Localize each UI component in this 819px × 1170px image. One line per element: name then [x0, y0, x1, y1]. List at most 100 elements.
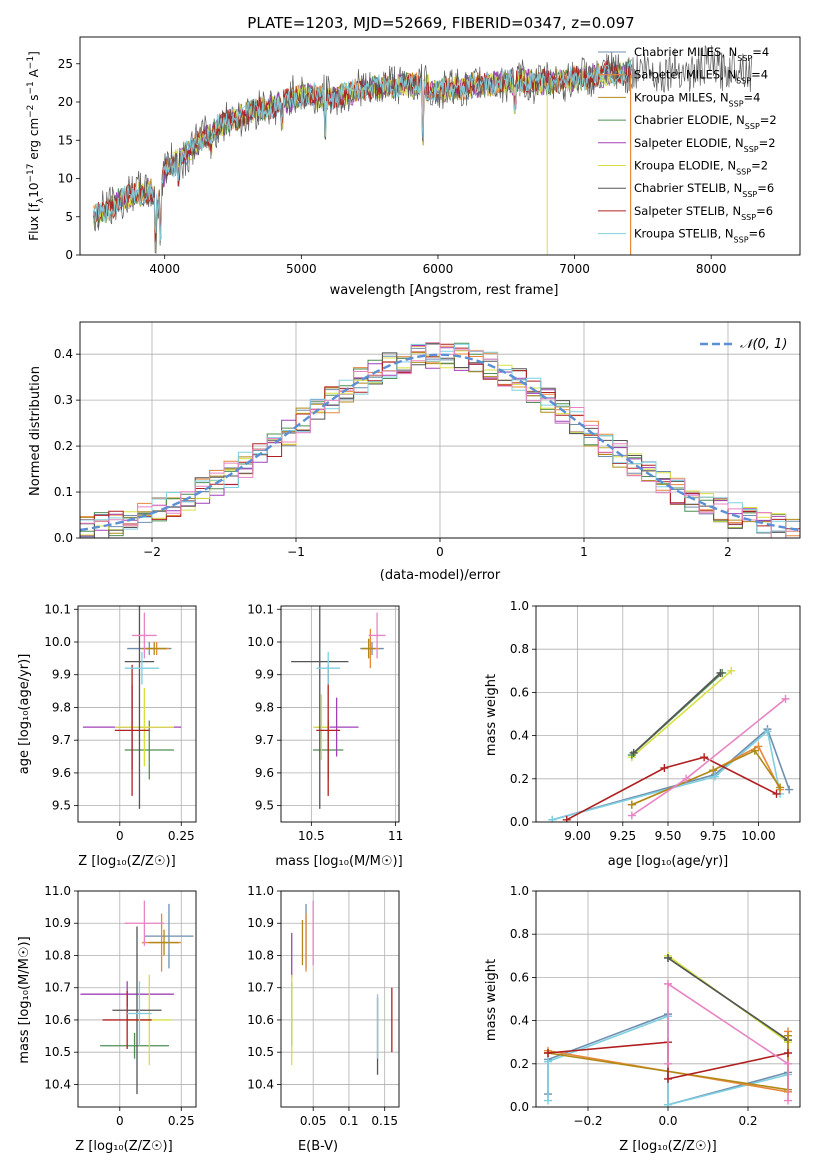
y-tick-label: 1.0: [510, 884, 529, 898]
x-tick-label: 9.75: [700, 829, 727, 843]
ageZ-xlabel: Z [log₁₀(Z/Z☉)]: [78, 854, 175, 869]
series-marker: [784, 1049, 792, 1057]
x-tick-label: 0.15: [371, 1114, 398, 1128]
series-marker: [700, 753, 709, 762]
y-tick-label: 9.8: [52, 700, 71, 714]
y-tick-label: 9.6: [52, 766, 71, 780]
axes-frame: [280, 605, 400, 823]
y-tick-label: 10.1: [247, 602, 274, 616]
y-tick-label: 10.0: [44, 635, 71, 649]
x-tick-label: 0.25: [168, 829, 195, 843]
legend-label: Salpeter MILES, NSSP=4: [634, 68, 768, 86]
plot-area: [80, 342, 800, 538]
spectrum-xlabel: wavelength [Angstrom, rest frame]: [330, 283, 559, 298]
y-tick-label: 15: [58, 133, 73, 147]
massEbv-xlabel: E(B-V): [298, 1139, 338, 1154]
series-marker: [727, 666, 736, 675]
x-tick-label: 0: [116, 829, 124, 843]
x-tick-label: 2: [724, 545, 732, 559]
x-tick-label: −1: [287, 545, 305, 559]
residuals-xlabel: (data-model)/error: [380, 568, 501, 583]
series-marker: [763, 727, 772, 736]
x-tick-label: 0.2: [738, 1114, 757, 1128]
y-tick-label: 10.7: [247, 981, 274, 995]
axes-frame: [79, 36, 801, 256]
series-marker: [776, 783, 785, 792]
y-tick-label: 5: [65, 210, 73, 224]
x-tick-label: 11: [388, 829, 403, 843]
y-tick-label: 0.2: [510, 1057, 529, 1071]
plot-area: [93, 45, 753, 255]
x-tick-label: 5000: [286, 262, 317, 276]
series-marker: [562, 815, 571, 822]
y-tick-label: 0.8: [510, 642, 529, 656]
spectrum-line-salpeter-stelib: [93, 60, 632, 242]
gaussian-curve: [80, 353, 800, 532]
series-marker: [709, 766, 718, 775]
age-vs-mass-panel: 10.5 11 9.5 9.6 9.7 9.8 9.9 10.0 10.1: [247, 602, 403, 843]
legend-label: Chabrier STELIB, NSSP=6: [634, 181, 774, 199]
series-marker: [784, 1031, 792, 1040]
mass-vs-metallicity-panel: 0 0.25 10.4 10.5 10.6 10.7 10.8 10.9 11.0: [44, 884, 197, 1128]
series-line: [631, 670, 732, 758]
y-tick-label: 0: [65, 248, 73, 262]
series-marker: [785, 785, 794, 794]
x-tick-label: 9.25: [609, 829, 636, 843]
spectrum-line-kroupa-stelib: [93, 60, 632, 241]
y-tick-label: 0.8: [510, 927, 529, 941]
axes-frame: [79, 321, 801, 539]
series-marker: [754, 742, 763, 751]
series-line: [552, 727, 790, 821]
residuals-panel: −2 −1 0 1 2 0.0 0.1 0.2 0.3 0.4 𝒩(0, 1): [54, 321, 801, 559]
mwAge-xlabel: age [log₁₀(age/yr)]: [608, 854, 729, 869]
series-marker: [772, 789, 781, 798]
x-tick-label: 7000: [559, 262, 590, 276]
x-tick-label: 10.5: [298, 829, 325, 843]
y-tick-label: 9.5: [255, 799, 274, 813]
massZ-xlabel: Z [log₁₀(Z/Z☉)]: [75, 1139, 172, 1154]
y-tick-label: 10.1: [44, 602, 71, 616]
plot-area: [544, 951, 792, 1107]
y-tick-label: 25: [58, 57, 73, 71]
y-tick-label: 0.4: [510, 729, 529, 743]
y-tick-label: 10.8: [44, 948, 71, 962]
series-marker: [544, 1096, 552, 1105]
y-tick-label: 10.0: [247, 635, 274, 649]
histogram-step: [80, 342, 800, 538]
x-tick-label: 10.00: [741, 829, 775, 843]
y-tick-label: 0.2: [510, 772, 529, 786]
series-marker: [629, 748, 638, 757]
x-tick-label: 4000: [149, 262, 180, 276]
legend-label: Salpeter ELODIE, NSSP=2: [634, 136, 776, 154]
y-tick-label: 9.5: [52, 799, 71, 813]
ageMass-xlabel: mass [log₁₀(M/M☉)]: [275, 854, 402, 869]
y-tick-label: 10.7: [44, 981, 71, 995]
y-tick-label: 20: [58, 95, 73, 109]
residuals-ylabel: Normed distribution: [28, 366, 43, 496]
x-tick-label: 0.1: [339, 1114, 358, 1128]
y-tick-label: 9.9: [52, 668, 71, 682]
age-vs-metallicity-panel: 0 0.25 9.5 9.6 9.7 9.8 9.9 10.0 10.1: [44, 602, 197, 843]
y-tick-label: 0.4: [54, 347, 73, 361]
plot-area: [80, 900, 194, 1095]
series-marker: [716, 668, 725, 677]
axes-frame: [535, 605, 801, 823]
y-tick-label: 9.9: [255, 668, 274, 682]
plot-area: [291, 606, 386, 809]
spectrum-legend: Chabrier MILES, NSSP=4 Salpeter MILES, NS…: [598, 45, 777, 244]
mwZ-xlabel: Z [log₁₀(Z/Z☉)]: [619, 1139, 716, 1154]
series-marker: [781, 694, 790, 703]
series-line: [633, 672, 721, 754]
x-tick-label: 0: [116, 1114, 124, 1128]
y-tick-label: 10.9: [44, 916, 71, 930]
y-tick-label: 0.6: [510, 970, 529, 984]
legend-label: 𝒩(0, 1): [740, 337, 787, 352]
mwAge-ylabel: mass weight: [484, 674, 499, 756]
mwZ-ylabel: mass weight: [484, 959, 499, 1041]
series-marker: [627, 811, 636, 820]
series-line: [552, 729, 781, 821]
series-marker: [664, 1059, 672, 1068]
legend-label: Kroupa MILES, NSSP=4: [634, 90, 760, 108]
legend-label: Chabrier ELODIE, NSSP=2: [634, 113, 777, 131]
